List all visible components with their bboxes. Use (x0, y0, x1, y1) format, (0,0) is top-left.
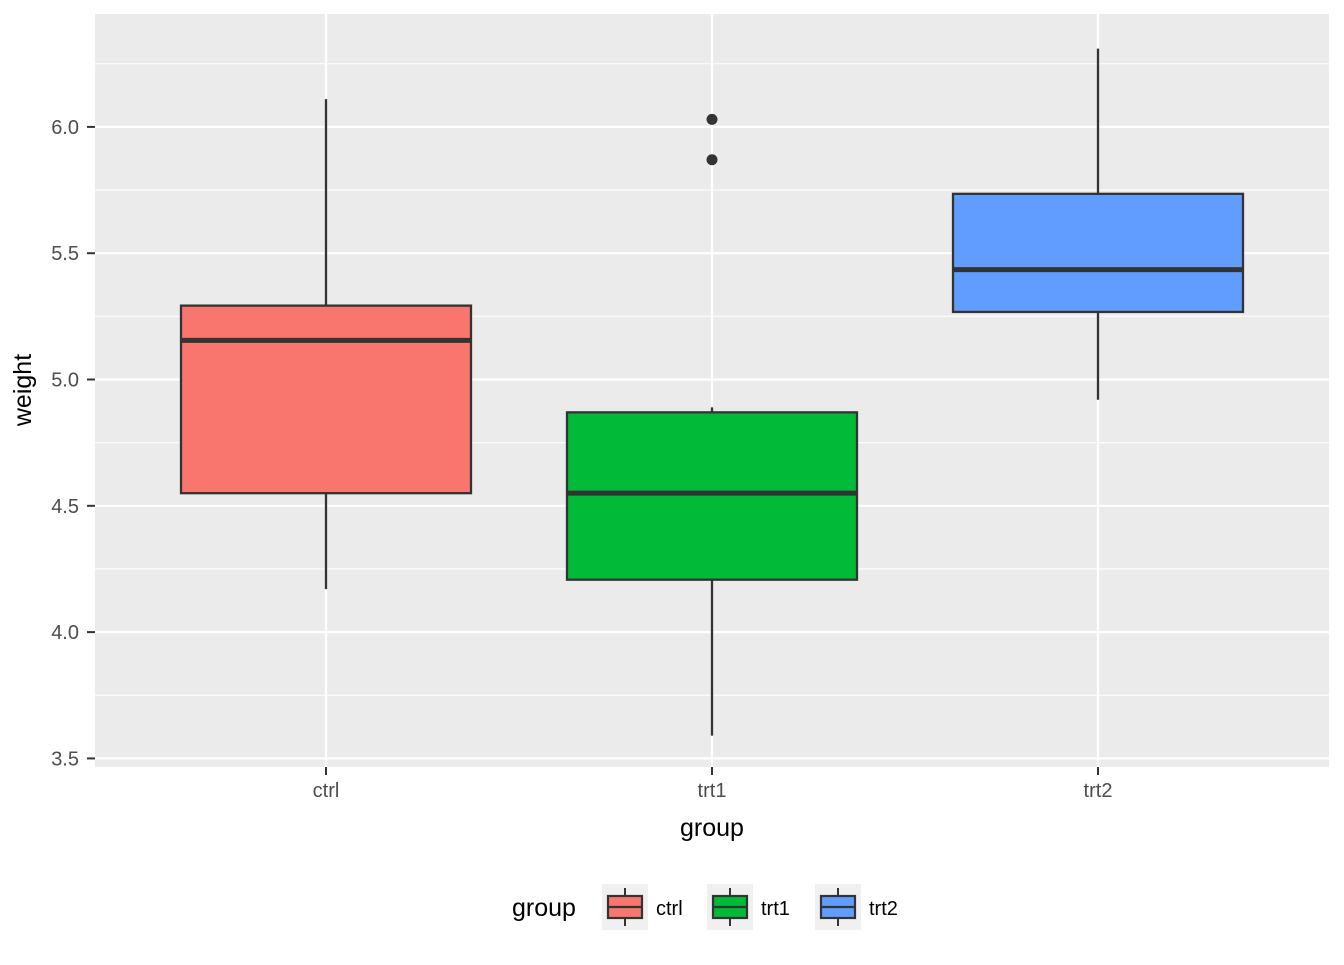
axis-layer: 6.0 5.5 5.0 4.5 4.0 3.5 ctrl trt1 trt2 (51, 117, 1112, 802)
legend: group ctrl trt1 trt2 (512, 884, 898, 930)
legend-entry-label: ctrl (656, 898, 683, 920)
boxplot-trt2 (951, 48, 1245, 400)
legend-entry-label: trt2 (869, 898, 898, 920)
x-axis-tick-label: trt1 (698, 780, 727, 802)
legend-entry-ctrl: ctrl (602, 884, 683, 930)
y-axis-tick-label: 4.0 (51, 622, 79, 644)
x-axis-title: group (680, 814, 744, 842)
y-axis-title: weight (9, 354, 37, 427)
legend-entry-label: trt1 (761, 898, 790, 920)
boxplot-ctrl (179, 99, 473, 590)
outlier-point (706, 113, 718, 125)
outlier-point (706, 154, 718, 166)
y-axis-tick-label: 4.5 (51, 496, 79, 518)
x-axis-tick-label: trt2 (1084, 780, 1113, 802)
legend-entry-trt1: trt1 (707, 884, 790, 930)
x-axis-tick-label: ctrl (313, 780, 340, 802)
y-axis-tick-label: 5.5 (51, 243, 79, 265)
y-axis-tick-label: 3.5 (51, 748, 79, 770)
y-axis-tick-label: 6.0 (51, 117, 79, 139)
box-iqr (565, 411, 859, 581)
box-iqr (179, 304, 473, 495)
box-iqr (951, 192, 1245, 314)
y-axis-tick-label: 5.0 (51, 370, 79, 392)
boxplot-trt1 (565, 113, 859, 736)
legend-title: group (512, 894, 576, 922)
plot-panel-layer (95, 14, 1329, 767)
legend-entry-trt2: trt2 (815, 884, 898, 930)
